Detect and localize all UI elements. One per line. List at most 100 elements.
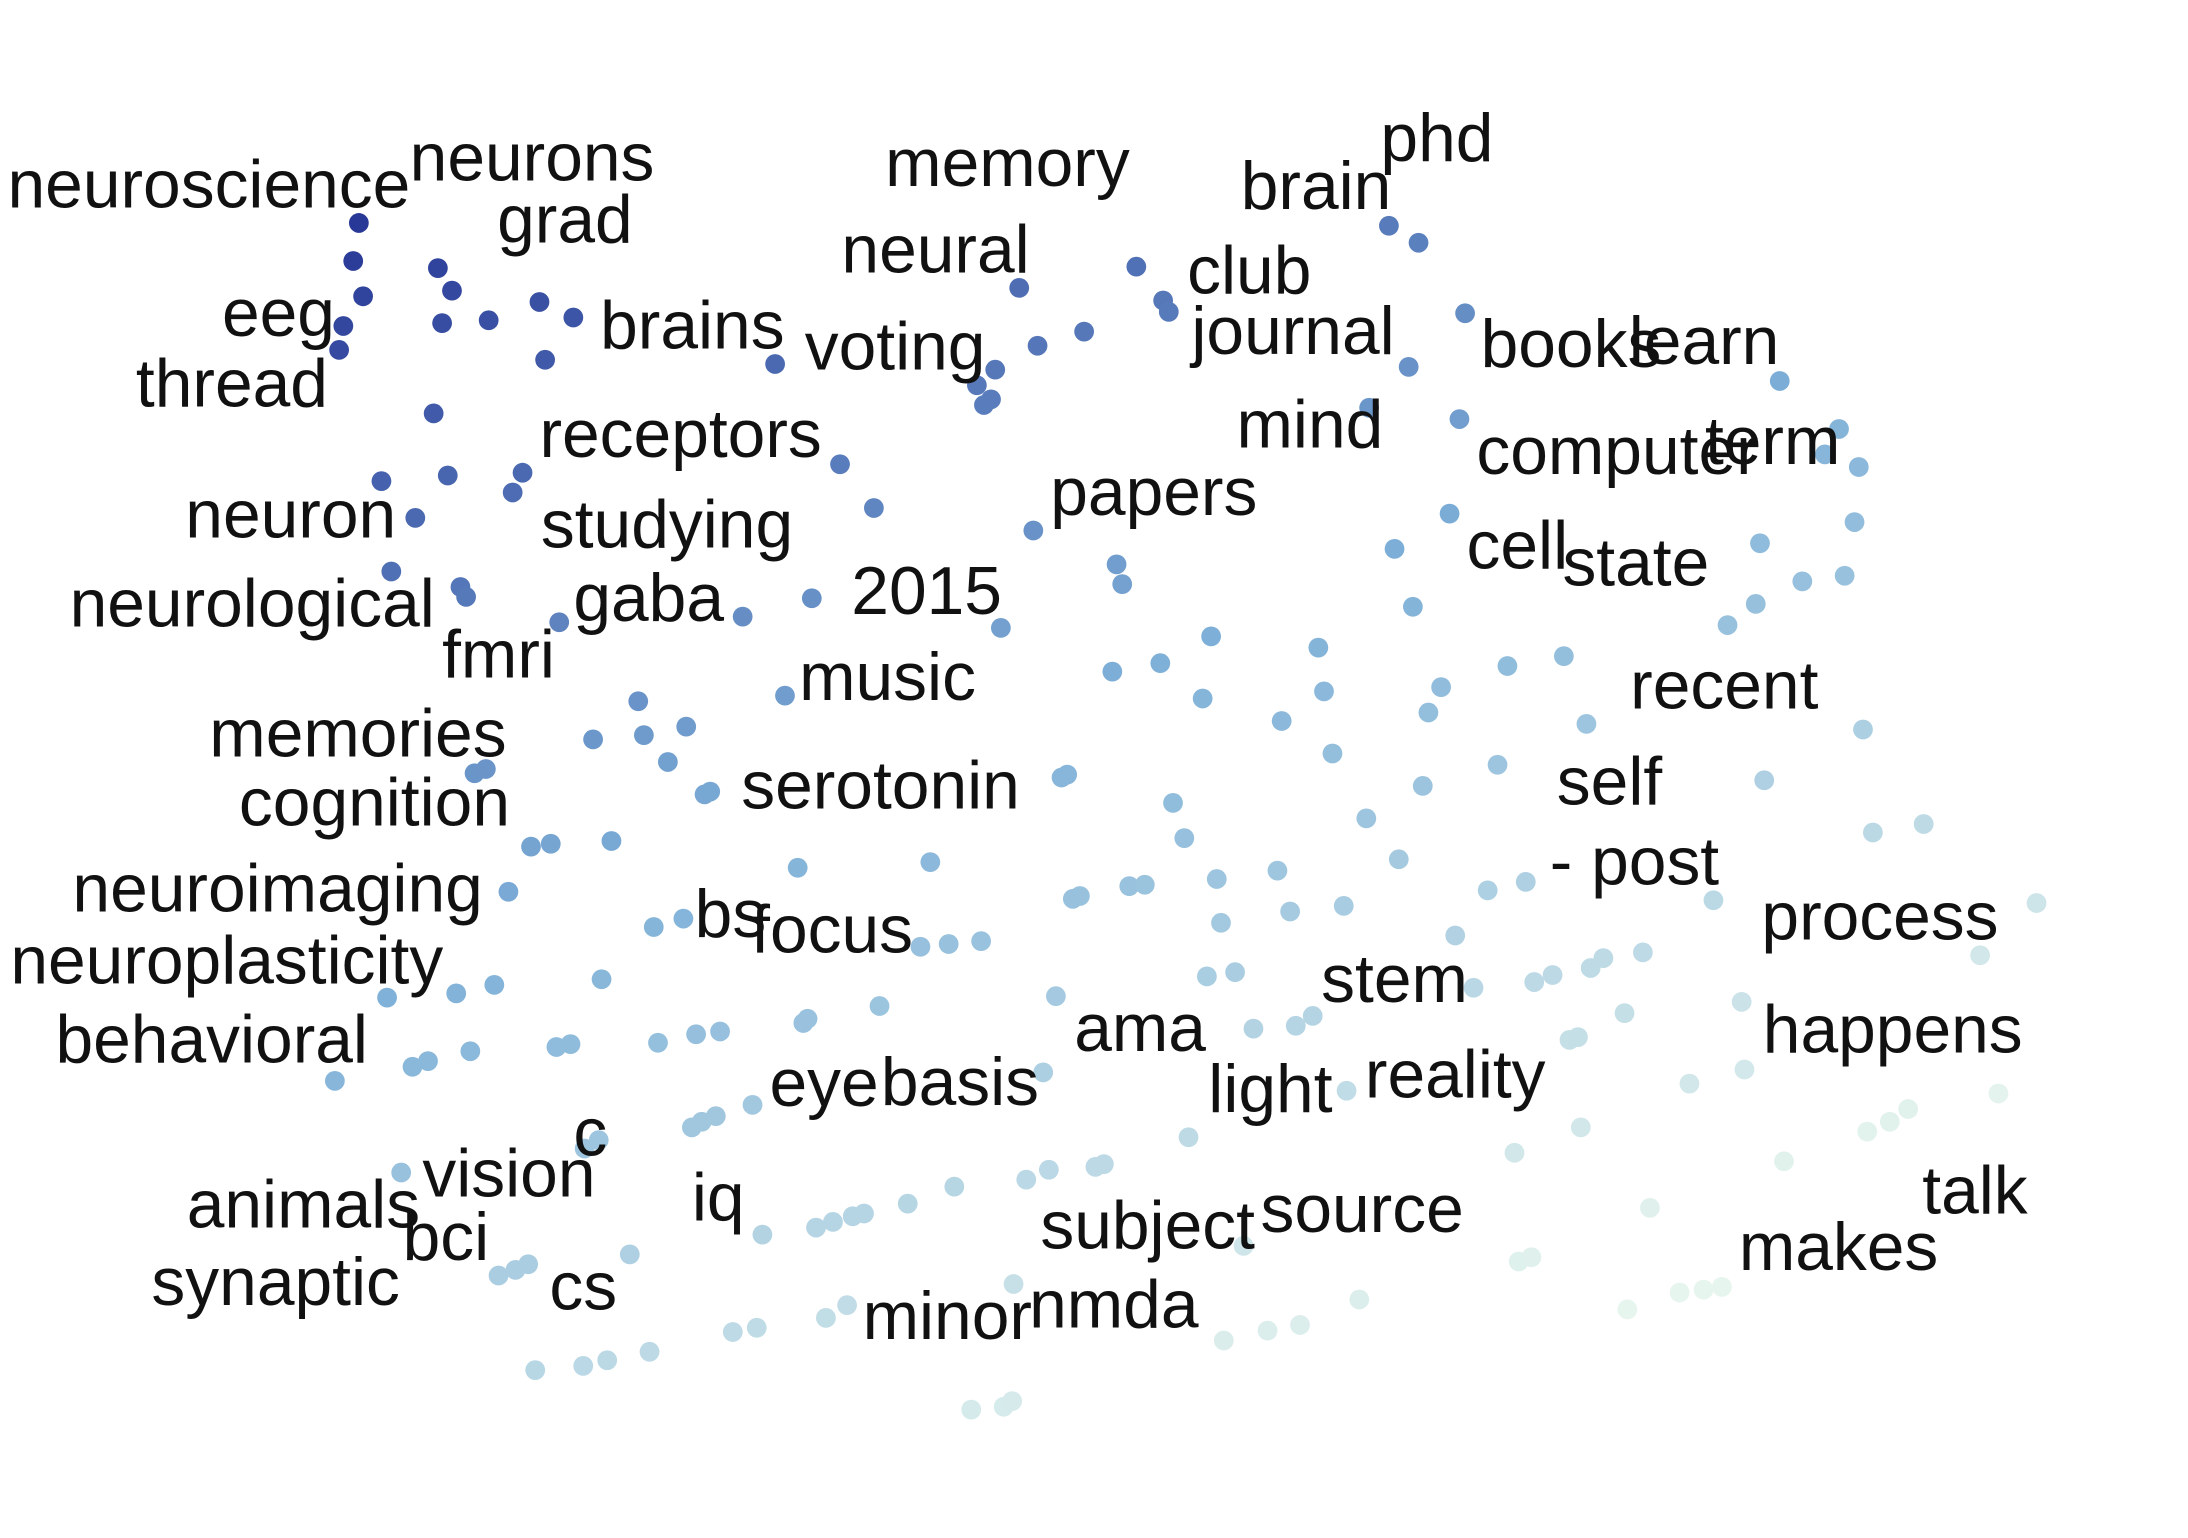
data-point — [1388, 849, 1409, 870]
word-label: makes — [1739, 1210, 1938, 1285]
data-point — [2026, 893, 2047, 913]
data-point — [1333, 895, 1354, 916]
data-point — [1750, 533, 1770, 554]
data-point — [1003, 1274, 1024, 1294]
data-point — [1754, 770, 1775, 791]
data-point — [1745, 594, 1766, 614]
word-label: neurons — [410, 121, 655, 196]
data-point — [1134, 874, 1155, 895]
data-point — [1384, 539, 1405, 559]
data-point — [1126, 256, 1147, 277]
word-label: ama — [1074, 991, 1206, 1066]
data-point — [1455, 303, 1475, 324]
data-point — [348, 213, 369, 233]
data-point — [1568, 1027, 1588, 1047]
data-point — [806, 1217, 826, 1238]
data-point — [1815, 444, 1835, 465]
word-label: minor — [863, 1279, 1032, 1354]
word-label: fmri — [442, 617, 555, 692]
data-point — [1225, 962, 1245, 983]
word-label: synaptic — [151, 1245, 399, 1320]
data-point — [560, 1034, 581, 1055]
word-label: neural — [841, 212, 1029, 287]
data-point — [1515, 872, 1536, 892]
data-point — [1285, 1015, 1306, 1036]
data-point — [456, 586, 476, 607]
data-point — [353, 286, 373, 307]
data-point — [1669, 1282, 1690, 1303]
data-point — [1192, 688, 1213, 709]
word-label: state — [1562, 526, 1709, 601]
data-point — [1197, 966, 1217, 987]
data-point — [423, 403, 444, 424]
data-point — [1576, 713, 1597, 734]
data-point — [377, 987, 397, 1008]
word-label: vision — [422, 1137, 595, 1212]
data-point — [1449, 409, 1470, 429]
word-label: bci — [403, 1200, 490, 1275]
data-point — [597, 1350, 618, 1371]
data-point — [325, 1070, 345, 1091]
data-point — [816, 1308, 836, 1328]
word-label: recent — [1630, 648, 1818, 723]
word-label: serotonin — [741, 749, 1020, 824]
word-label: cell — [1467, 509, 1569, 584]
word-label: neuroscience — [8, 147, 411, 222]
data-point — [1857, 1121, 1878, 1142]
data-point — [591, 969, 612, 990]
data-point — [938, 934, 959, 954]
data-point — [1633, 942, 1653, 963]
data-point — [1002, 1391, 1023, 1412]
data-point — [1703, 890, 1724, 911]
data-point — [1322, 743, 1343, 764]
data-point — [1267, 860, 1288, 881]
data-point — [1403, 596, 1423, 617]
word-label: club — [1187, 233, 1311, 308]
data-point — [529, 292, 550, 312]
data-point — [391, 1162, 412, 1183]
data-point — [967, 375, 987, 396]
word-label: receptors — [539, 397, 821, 472]
data-point — [673, 908, 694, 929]
data-point — [1542, 965, 1563, 985]
data-point — [1233, 1236, 1254, 1256]
data-point — [1206, 869, 1227, 889]
data-point — [1359, 397, 1380, 418]
data-point — [971, 931, 991, 952]
data-point — [1553, 646, 1574, 666]
data-point — [864, 498, 884, 518]
word-label: computer — [1476, 414, 1758, 489]
data-point — [1898, 1099, 1919, 1119]
word-label: eeg — [222, 276, 335, 351]
data-point — [1398, 356, 1419, 377]
word-label: animals — [187, 1168, 420, 1243]
data-point — [1057, 764, 1078, 785]
data-point — [1271, 711, 1292, 731]
word-label: learn — [1629, 304, 1780, 379]
data-point — [1158, 301, 1179, 322]
word-label: behavioral — [55, 1002, 367, 1077]
data-point — [1570, 1117, 1591, 1138]
data-point — [1027, 335, 1048, 356]
data-point — [1774, 1151, 1794, 1172]
data-point — [1302, 1006, 1323, 1026]
data-point — [446, 983, 467, 1004]
word-label: memories — [209, 696, 506, 771]
data-point — [1023, 520, 1044, 541]
data-point — [1243, 1018, 1264, 1039]
word-label: memory — [885, 126, 1130, 201]
data-point — [657, 752, 678, 772]
data-point — [793, 1013, 814, 1033]
word-label: neuron — [185, 478, 396, 553]
data-point — [1016, 1169, 1037, 1190]
data-point — [648, 1032, 668, 1053]
data-point — [1290, 1315, 1310, 1335]
data-point — [1178, 1127, 1199, 1148]
data-point — [502, 482, 523, 503]
data-point — [1349, 1289, 1370, 1310]
data-point — [574, 1138, 595, 1159]
data-point — [1477, 880, 1498, 901]
data-point — [1879, 1111, 1900, 1132]
data-point — [1046, 986, 1066, 1007]
